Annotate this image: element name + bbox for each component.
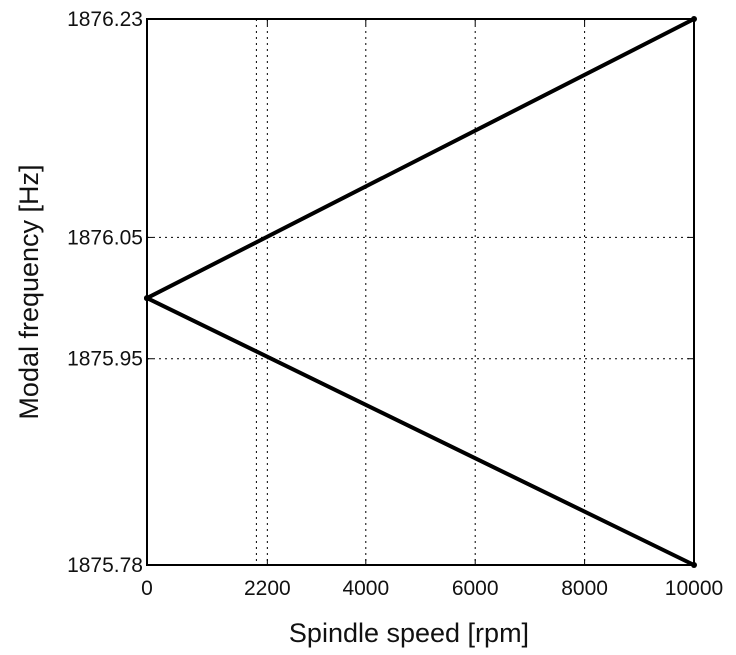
series-line-1 xyxy=(145,17,696,301)
x-axis-label: Spindle speed [rpm] xyxy=(289,618,529,648)
y-tick-label: 1876.23 xyxy=(67,8,143,31)
x-tick-label: 8000 xyxy=(561,577,608,600)
x-tick-label: 2200 xyxy=(244,577,291,600)
tick-label-layer: 0 2200 4000 6000 8000 10000 1875.78 1875.95 1876… xyxy=(67,8,723,600)
tick-layer xyxy=(146,18,695,566)
y-tick-label: 1875.78 xyxy=(67,554,143,577)
y-tick-label: 1875.95 xyxy=(67,348,143,371)
x-tick-label: 6000 xyxy=(452,577,499,600)
x-tick-label: 10000 xyxy=(665,577,723,600)
series-layer xyxy=(144,16,697,568)
plot-frame xyxy=(146,18,695,566)
y-axis-label: Modal frequency [Hz] xyxy=(14,164,44,419)
y-tick-label: 1876.05 xyxy=(67,226,143,249)
series-line-2 xyxy=(145,296,696,567)
x-tick-label: 0 xyxy=(141,577,153,600)
grid-layer xyxy=(147,19,694,565)
x-tick-label: 4000 xyxy=(342,577,389,600)
